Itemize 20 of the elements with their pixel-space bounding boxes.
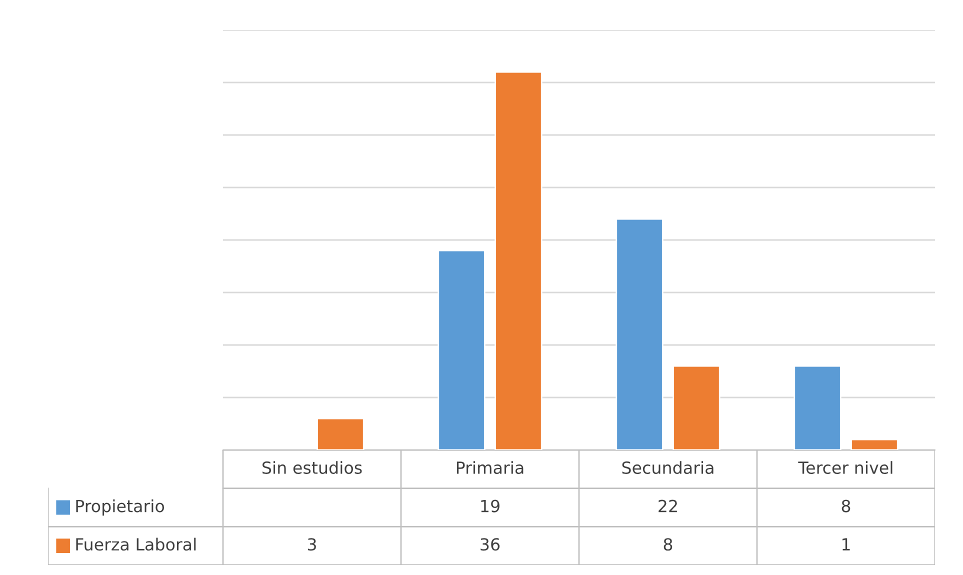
legend-label: Fuerza Laboral — [76, 538, 196, 551]
bar — [794, 365, 842, 450]
legend-label: Propietario — [76, 499, 164, 516]
x-tick-label: Tercer nivel — [798, 461, 892, 474]
data-label: 3 — [308, 538, 316, 551]
data-label: 36 — [480, 538, 500, 551]
data-label: 22 — [658, 500, 677, 512]
bar — [494, 71, 542, 450]
bar — [672, 365, 720, 450]
bar — [616, 218, 664, 450]
data-label: 8 — [842, 500, 850, 512]
data-label: 8 — [664, 538, 672, 551]
bar — [316, 418, 364, 450]
x-tick-label: Sin estudios — [262, 461, 362, 474]
bar — [850, 438, 898, 450]
x-tick-label: Primaria — [456, 461, 524, 474]
data-label: 1 — [842, 538, 850, 550]
bar — [438, 250, 486, 450]
x-tick-label: Secundaria — [622, 461, 714, 474]
data-label: 19 — [481, 500, 500, 512]
